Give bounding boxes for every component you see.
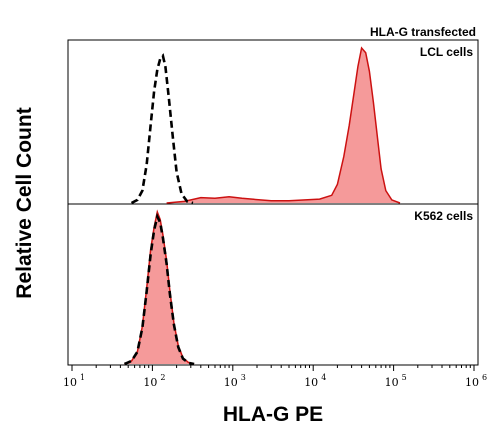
panel-label-k562: K562 cells	[414, 209, 473, 223]
x-axis-label: HLA-G PE	[223, 403, 323, 426]
header-label: HLA-G transfected	[370, 25, 476, 39]
panel-0-series-0-outline	[166, 46, 401, 204]
x-tick-label: 10	[465, 376, 479, 389]
x-tick-label: 10	[304, 376, 318, 389]
x-tick-label: 10	[63, 376, 77, 389]
panel-1-series-0-fill	[124, 212, 195, 364]
x-tick-exponent: 3	[241, 373, 246, 382]
x-tick-label: 10	[224, 376, 238, 389]
y-axis-label: Relative Cell Count	[13, 107, 36, 298]
panel-0-series-0-fill	[166, 48, 400, 203]
x-tick-exponent: 6	[482, 373, 487, 382]
x-tick-exponent: 4	[321, 373, 326, 382]
x-tick-exponent: 5	[402, 373, 407, 382]
plot-frame	[67, 39, 479, 366]
x-tick-exponent: 1	[80, 373, 85, 382]
x-tick-label: 10	[143, 376, 157, 389]
x-tick-exponent: 2	[160, 373, 165, 382]
panel-label-lcl: LCL cells	[420, 45, 473, 59]
panel-1-series-1-dashed-control	[123, 212, 195, 366]
panel-0-series-1-dashed-control	[130, 53, 194, 205]
x-tick-label: 10	[385, 376, 399, 389]
